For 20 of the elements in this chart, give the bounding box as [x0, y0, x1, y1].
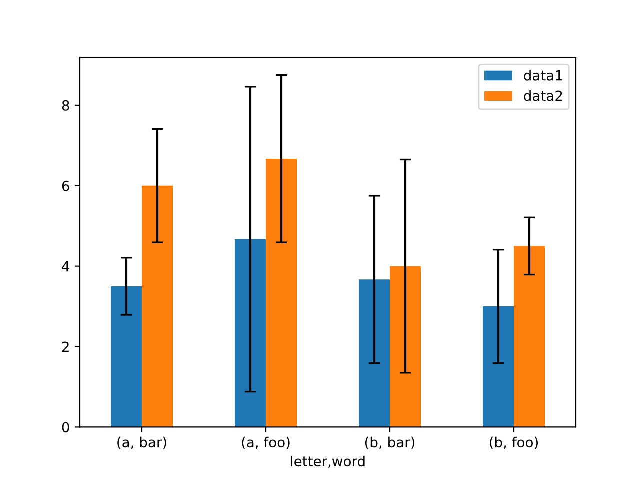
- x-tick-label: (a, foo): [242, 436, 290, 450]
- x-tick-label: (b, foo): [490, 436, 538, 450]
- bar: [390, 266, 421, 428]
- legend-label: data2: [524, 90, 562, 102]
- bar: [111, 286, 142, 428]
- bar: [266, 158, 297, 428]
- y-tick-label: 0: [62, 422, 70, 433]
- y-tick-label: 4: [62, 261, 70, 272]
- x-tick-label: (b, bar): [365, 436, 415, 450]
- bar: [235, 239, 266, 428]
- legend-label: data1: [524, 70, 562, 81]
- x-tick-label: (a, bar): [118, 436, 166, 450]
- bar: [483, 306, 514, 428]
- y-tick-label: 8: [62, 100, 70, 111]
- bar: [359, 280, 390, 428]
- bar: [142, 186, 173, 428]
- y-tick-label: 6: [62, 180, 70, 192]
- y-tick-label: 2: [62, 342, 69, 352]
- x-axis-title: letter,word: [291, 456, 365, 468]
- bar: [514, 246, 545, 428]
